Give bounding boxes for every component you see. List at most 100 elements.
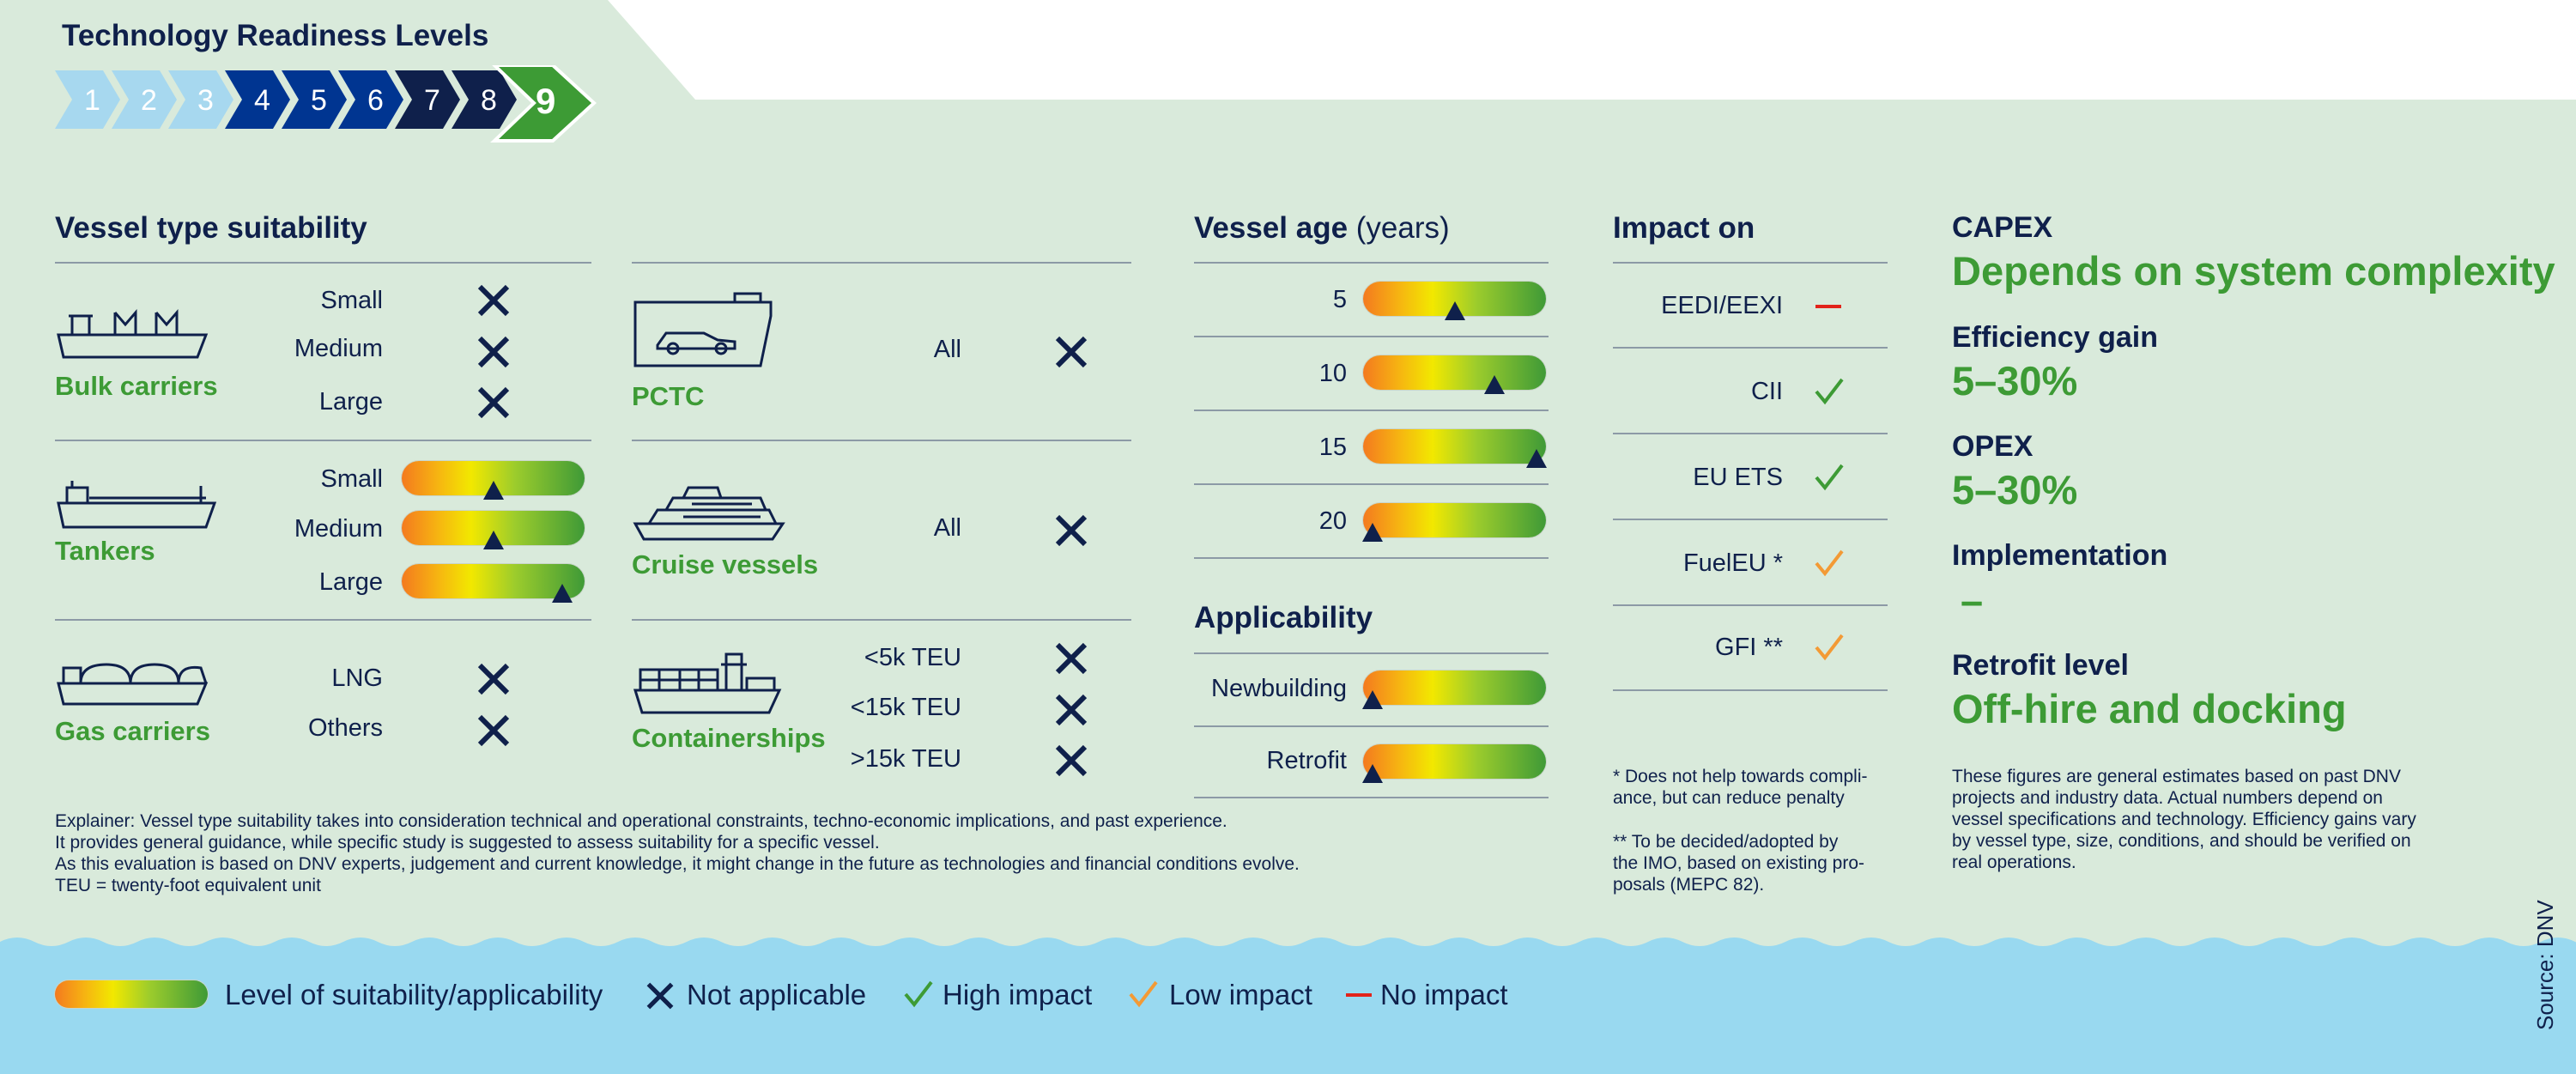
not-applicable-icon <box>477 386 510 419</box>
not-applicable-icon <box>646 982 674 1010</box>
level-marker <box>552 584 573 603</box>
impact-note-1: * Does not help towards compli- ance, bu… <box>1613 767 1868 808</box>
explainer-text: Explainer: Vessel type suitability takes… <box>55 811 1300 895</box>
cruise-all-label: All <box>933 514 961 542</box>
high-impact-check-icon <box>904 980 933 1008</box>
divider <box>55 440 591 441</box>
impact-cii-label: CII <box>1750 378 1783 405</box>
trl-label-1: 1 <box>84 84 100 117</box>
impact-gfi-label: GFI ** <box>1715 634 1783 661</box>
legend-no-impact: No impact <box>1380 979 1508 1010</box>
capex-label: CAPEX <box>1952 211 2053 244</box>
trl-label-6: 6 <box>367 84 384 117</box>
impact-eedi-label: EEDI/EEXI <box>1661 292 1783 319</box>
suitability-bar <box>1363 429 1548 468</box>
divider <box>1194 725 1549 727</box>
trl-step-7 <box>395 70 460 129</box>
divider <box>55 262 591 264</box>
divider <box>1613 604 1888 606</box>
not-applicable-icon <box>1055 694 1088 726</box>
tankers-label: Tankers <box>55 536 155 566</box>
level-marker <box>1444 301 1465 320</box>
impact-euets-label: EU ETS <box>1693 464 1783 491</box>
bulk-small-label: Small <box>320 287 383 314</box>
trl-label-2: 2 <box>141 84 157 117</box>
divider <box>1613 262 1888 264</box>
suitability-bar <box>402 461 585 500</box>
divider <box>632 262 1131 264</box>
containership-icon <box>633 652 782 714</box>
suitability-bar <box>1361 503 1546 542</box>
age-5-label: 5 <box>1332 286 1347 313</box>
divider <box>1194 483 1549 485</box>
not-applicable-icon <box>477 336 510 368</box>
retrofit-level-value: Off-hire and docking <box>1952 686 2347 731</box>
level-marker <box>1361 764 1383 783</box>
divider <box>1194 410 1549 411</box>
trl-label-4: 4 <box>254 84 270 117</box>
gas-carrier-icon <box>57 663 209 706</box>
trl-step-1 <box>55 70 120 129</box>
trl-step-4 <box>225 70 290 129</box>
not-applicable-icon <box>1055 336 1088 368</box>
divider <box>55 619 591 621</box>
gas-others-label: Others <box>307 714 383 742</box>
cruise-vessels-label: Cruise vessels <box>632 549 819 579</box>
legend-not-applicable: Not applicable <box>687 979 867 1010</box>
suitability-bar <box>1361 744 1546 783</box>
trl-title: Technology Readiness Levels <box>62 19 489 52</box>
header-background <box>608 0 2576 100</box>
container-5k-label: <5k TEU <box>864 644 961 671</box>
trl-label-7: 7 <box>424 84 440 117</box>
capex-value: Depends on system complexity <box>1952 248 2555 294</box>
source-label: Source: DNV <box>2532 900 2558 1030</box>
no-impact-icon <box>1346 993 1372 997</box>
trl-step-9 <box>490 65 597 143</box>
divider <box>1194 557 1549 559</box>
divider <box>1613 519 1888 520</box>
trl-step-2 <box>112 70 177 129</box>
tankers-small-label: Small <box>320 465 383 493</box>
trl-step-5 <box>282 70 347 129</box>
divider <box>1613 689 1888 691</box>
not-applicable-icon <box>477 284 510 317</box>
gas-carriers-label: Gas carriers <box>55 716 210 746</box>
not-applicable-icon <box>477 663 510 695</box>
applicability-title: Applicability <box>1194 601 1373 634</box>
impact-title: Impact on <box>1613 211 1755 245</box>
divider <box>1194 262 1549 264</box>
suitability-bar <box>1363 282 1546 320</box>
not-applicable-icon <box>1055 744 1088 777</box>
low-impact-check-icon <box>1129 980 1158 1008</box>
newbuilding-label: Newbuilding <box>1211 675 1347 702</box>
not-applicable-icon <box>1055 642 1088 675</box>
suitability-bar <box>1363 355 1546 394</box>
age-20-label: 20 <box>1318 507 1347 535</box>
tankers-medium-label: Medium <box>294 515 383 543</box>
trl-step-8 <box>452 70 517 129</box>
low-impact-check-icon <box>1815 549 1844 577</box>
no-impact-icon <box>1815 305 1841 308</box>
bulk-carriers-label: Bulk carriers <box>55 371 218 401</box>
divider <box>1194 336 1549 337</box>
container-15k-label: <15k TEU <box>850 694 961 721</box>
legend-gradient-swatch <box>55 980 208 1008</box>
divider <box>1194 797 1549 798</box>
vessel-type-title: Vessel type suitability <box>55 211 367 245</box>
container-gt15k-label: >15k TEU <box>850 745 961 773</box>
age-15-label: 15 <box>1318 434 1347 461</box>
pctc-label: PCTC <box>632 381 705 411</box>
containerships-label: Containerships <box>632 723 826 753</box>
trl-label-5: 5 <box>311 84 327 117</box>
level-marker <box>1484 375 1506 394</box>
impact-note-2: ** To be decided/adopted by the IMO, bas… <box>1613 832 1864 895</box>
bulk-large-label: Large <box>318 388 383 416</box>
opex-label: OPEX <box>1952 430 2034 463</box>
divider <box>632 619 1131 621</box>
implementation-value: – <box>1961 578 1984 623</box>
level-marker <box>1361 523 1383 542</box>
estimates-note: These figures are general estimates base… <box>1952 767 2416 872</box>
bulk-medium-label: Medium <box>294 335 383 362</box>
suitability-bar <box>402 564 585 603</box>
high-impact-check-icon <box>1815 464 1844 491</box>
